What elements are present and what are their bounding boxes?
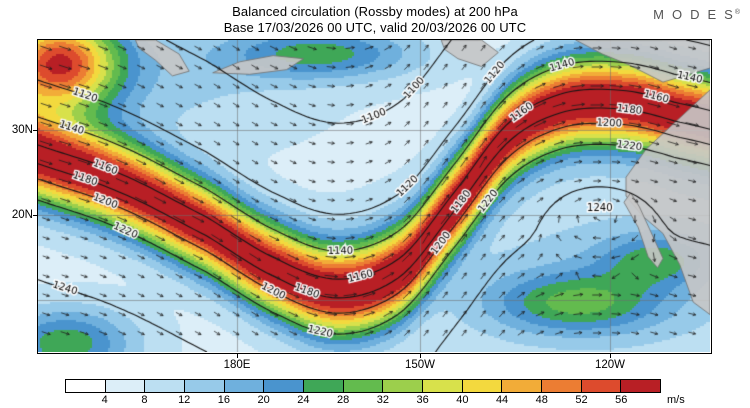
x-axis-label: 120W	[594, 359, 626, 371]
axis-tick	[609, 354, 611, 358]
modes-logo-mark: ®	[734, 8, 740, 16]
colorbar-unit: m/s	[667, 394, 685, 406]
colorbar-tick-label: 56	[615, 394, 628, 406]
colorbar-cell	[621, 380, 661, 392]
colorbar-cell	[66, 380, 106, 392]
colorbar-cell	[462, 380, 503, 392]
colorbar-cell	[105, 380, 146, 392]
x-axis-label: 150W	[404, 359, 436, 371]
colorbar-tick-label: 12	[178, 394, 191, 406]
colorbar-gradient	[65, 379, 661, 393]
colorbar-tick-label: 20	[257, 394, 270, 406]
colorbar-tick-label: 8	[141, 394, 148, 406]
y-axis-label: 30N	[11, 124, 33, 136]
colorbar-tick-label: 48	[535, 394, 548, 406]
colorbar-tick-label: 28	[337, 394, 350, 406]
x-axis-label: 180E	[223, 359, 251, 371]
colorbar-cell	[343, 380, 384, 392]
colorbar-cell	[542, 380, 582, 392]
colorbar-tick-label: 44	[495, 394, 509, 406]
colorbar-tick-label: 4	[101, 394, 108, 406]
map-canvas	[38, 40, 710, 352]
colorbar-tick-label: 52	[575, 394, 588, 406]
colorbar-cell	[304, 380, 344, 392]
axis-tick	[236, 354, 238, 358]
chart-title: Balanced circulation (Rossby modes) at 2…	[232, 4, 518, 19]
colorbar-cell	[423, 380, 463, 392]
colorbar-tick-label: 40	[456, 394, 469, 406]
y-axis-label: 20N	[11, 209, 33, 221]
colorbar-cell	[264, 380, 305, 392]
colorbar-tick-label: 24	[297, 394, 310, 406]
colorbar-cell	[145, 380, 186, 392]
axis-tick	[33, 214, 37, 216]
colorbar-tick-label: 36	[416, 394, 429, 406]
modes-logo-text: MODES	[653, 7, 741, 22]
colorbar-tick-label: 32	[376, 394, 389, 406]
chart-subtitle: Base 17/03/2026 00 UTC, valid 20/03/2026…	[223, 20, 527, 35]
map-frame	[37, 39, 712, 354]
colorbar-cell	[185, 380, 225, 392]
axis-tick	[419, 354, 421, 358]
colorbar-cell	[502, 380, 543, 392]
colorbar-cell	[581, 380, 622, 392]
modes-logo: MODES®	[653, 7, 740, 22]
colorbar-cell	[383, 380, 424, 392]
axis-tick	[33, 129, 37, 131]
colorbar-cell	[224, 380, 265, 392]
colorbar-tick-label: 16	[217, 394, 231, 406]
